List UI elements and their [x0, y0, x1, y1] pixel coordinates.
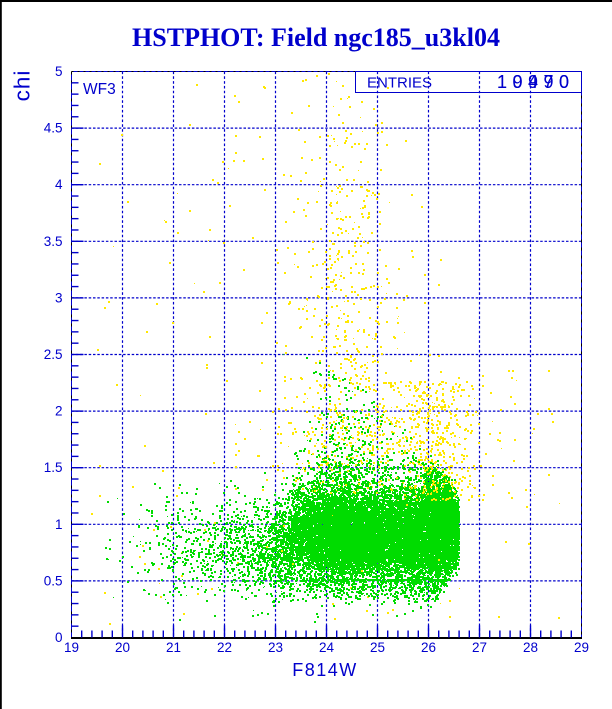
svg-text:26: 26	[421, 640, 436, 655]
svg-text:3.5: 3.5	[44, 234, 63, 249]
svg-text:25: 25	[370, 640, 385, 655]
svg-text:0.5: 0.5	[44, 573, 63, 588]
svg-text:1: 1	[55, 517, 63, 532]
svg-text:28: 28	[523, 640, 538, 655]
svg-text:4.5: 4.5	[44, 121, 63, 136]
svg-text:4: 4	[55, 177, 63, 192]
svg-text:5: 5	[55, 64, 63, 79]
svg-text:chi: chi	[10, 70, 35, 102]
svg-text:21: 21	[166, 640, 181, 655]
svg-text:3: 3	[55, 290, 63, 305]
svg-text:24: 24	[319, 640, 335, 655]
svg-text:ENTRIES: ENTRIES	[367, 75, 432, 92]
svg-text:23: 23	[268, 640, 283, 655]
svg-text:HSTPHOT: Field ngc185_u3kl04: HSTPHOT: Field ngc185_u3kl04	[132, 23, 500, 52]
svg-text:2: 2	[55, 404, 63, 419]
svg-text:1.5: 1.5	[44, 460, 63, 475]
svg-text:20: 20	[115, 640, 130, 655]
svg-text:29: 29	[574, 640, 589, 655]
svg-text:22: 22	[217, 640, 232, 655]
svg-text:19: 19	[64, 640, 79, 655]
svg-text:F814W: F814W	[292, 660, 358, 680]
svg-text:27: 27	[472, 640, 487, 655]
svg-text:19470: 19470	[497, 72, 575, 92]
svg-text:WF3: WF3	[83, 81, 116, 98]
svg-text:2.5: 2.5	[44, 347, 63, 362]
svg-text:0: 0	[55, 630, 63, 645]
svg-text:10990: 10990	[497, 72, 575, 92]
